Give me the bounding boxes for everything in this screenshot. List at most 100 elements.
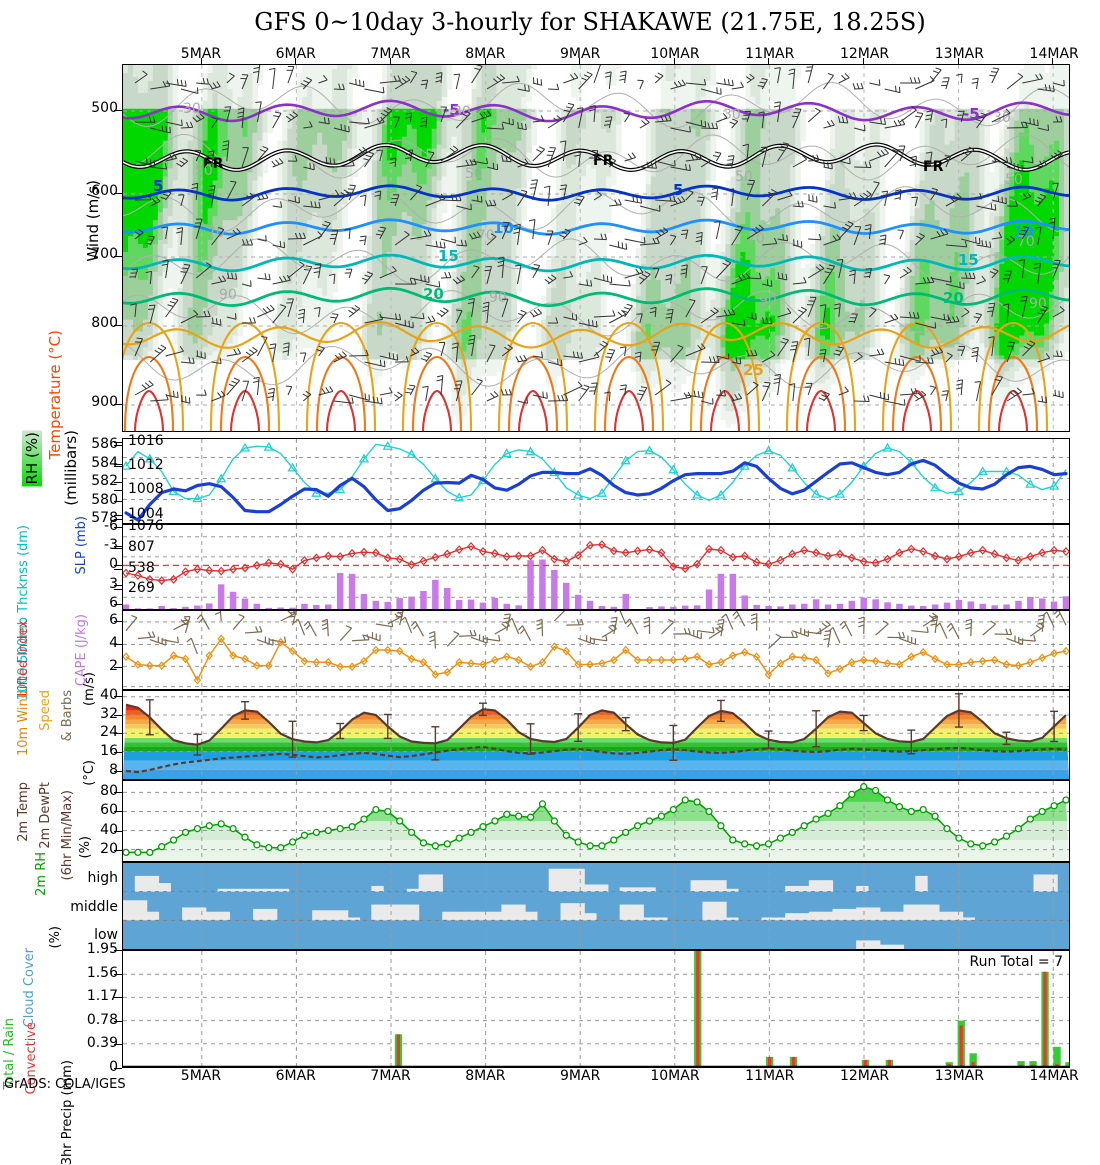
ytick-3: 3 bbox=[64, 576, 118, 592]
ytick-32: 32 bbox=[64, 706, 118, 722]
ytick-40: 40 bbox=[64, 687, 118, 703]
ytick-mark bbox=[114, 589, 122, 590]
grads-credit: GrADS: COLA/IGES bbox=[4, 1077, 126, 1092]
wind10m-label: 10m Wind bbox=[16, 690, 31, 756]
ytick--6: -6 bbox=[64, 518, 118, 534]
ytick-584: 584 bbox=[64, 455, 118, 471]
ytick-mark bbox=[114, 792, 122, 793]
ytick-6: 6 bbox=[64, 612, 118, 628]
upper-air-plot: FRFRFR-5-5551010151520202525303030305050… bbox=[123, 65, 1069, 431]
ytick-mark bbox=[114, 110, 122, 111]
temp2m-label: 2m Temp bbox=[16, 782, 31, 842]
ytick-mark bbox=[114, 490, 122, 491]
ytick-1.56: 1.56 bbox=[64, 965, 118, 981]
ytick-mark bbox=[114, 850, 122, 851]
ytick-mark bbox=[114, 997, 122, 998]
ytick-4: 4 bbox=[64, 635, 118, 651]
ytick-mark bbox=[114, 604, 122, 605]
cloud-cover-panel[interactable] bbox=[122, 862, 1070, 950]
cloud-cover-plot bbox=[123, 863, 1069, 949]
li-label: Lifted Index bbox=[16, 620, 31, 696]
ytick-mark bbox=[114, 696, 122, 697]
ytick-mark bbox=[114, 445, 122, 446]
date-label-6mar: 6MAR bbox=[256, 1068, 336, 1084]
ytick-16: 16 bbox=[64, 743, 118, 759]
temp-dewpt-2m-panel[interactable] bbox=[122, 690, 1070, 780]
date-label-5mar: 5MAR bbox=[161, 1068, 241, 1084]
ytick-1008: 1008 bbox=[128, 481, 164, 497]
pressure-tick-700: 700 bbox=[64, 246, 118, 262]
cloud-row-high: high bbox=[50, 870, 118, 886]
ytick-2: 2 bbox=[64, 658, 118, 674]
ytick-mark bbox=[114, 831, 122, 832]
ytick-24: 24 bbox=[64, 724, 118, 740]
ytick-269: 269 bbox=[128, 580, 155, 596]
ytick-mark bbox=[114, 193, 122, 194]
ytick-mark bbox=[114, 974, 122, 975]
date-label-8mar: 8MAR bbox=[445, 1068, 525, 1084]
ytick-mark bbox=[114, 546, 122, 547]
ytick-mark bbox=[114, 1021, 122, 1022]
legend-temperature: Temperature (°C) bbox=[46, 330, 64, 459]
run-total-label: Run Total = 7 bbox=[969, 954, 1063, 970]
ytick-mark bbox=[114, 482, 122, 483]
ytick-mark bbox=[114, 811, 122, 812]
ytick-mark bbox=[114, 527, 122, 528]
slp-thickness-panel[interactable] bbox=[122, 438, 1070, 524]
date-label-13mar: 13MAR bbox=[919, 1068, 999, 1084]
cloud-label: Cloud Cover bbox=[22, 948, 37, 1027]
temp-dewpt-plot bbox=[123, 691, 1069, 779]
ytick-807: 807 bbox=[128, 539, 155, 555]
ytick-mark bbox=[114, 644, 122, 645]
ytick-20: 20 bbox=[64, 841, 118, 857]
ytick-1016: 1016 bbox=[128, 433, 164, 449]
rh-2m-panel[interactable] bbox=[122, 780, 1070, 862]
ytick-0.78: 0.78 bbox=[64, 1012, 118, 1028]
cloud-row-middle: middle bbox=[50, 899, 118, 915]
legend-rh: RH (%) bbox=[22, 430, 42, 486]
ytick-0: 0 bbox=[64, 556, 118, 572]
ytick-6: 6 bbox=[64, 595, 118, 611]
ytick-mark bbox=[114, 621, 122, 622]
top-tick-marks bbox=[122, 48, 1070, 64]
dewpt2m-label: 2m DewPt bbox=[38, 782, 53, 849]
wind10m-speed-label: Speed bbox=[38, 690, 53, 731]
li-cape-panel[interactable] bbox=[122, 524, 1070, 610]
ytick-mark bbox=[114, 464, 122, 465]
wind-10m-panel[interactable] bbox=[122, 610, 1070, 690]
wind-10m-plot bbox=[123, 611, 1069, 689]
ytick-0.39: 0.39 bbox=[64, 1035, 118, 1051]
slp-thickness-plot bbox=[123, 439, 1069, 523]
pressure-tick-600: 600 bbox=[64, 183, 118, 199]
precip-plot bbox=[123, 951, 1069, 1067]
precip-panel[interactable]: Run Total = 7 bbox=[122, 950, 1070, 1068]
date-label-10mar: 10MAR bbox=[635, 1068, 715, 1084]
ytick-mark bbox=[114, 501, 122, 502]
ytick-mark bbox=[114, 325, 122, 326]
upper-air-panel[interactable]: FRFRFR-5-5551010151520202525303030305050… bbox=[122, 64, 1070, 432]
ytick--3: -3 bbox=[64, 537, 118, 553]
ytick-538: 538 bbox=[128, 560, 155, 576]
ytick-mark bbox=[114, 733, 122, 734]
ytick-mark bbox=[114, 771, 122, 772]
ytick-586: 586 bbox=[64, 436, 118, 452]
ytick-1076: 1076 bbox=[128, 518, 164, 534]
ytick-mark bbox=[114, 1044, 122, 1045]
ytick-8: 8 bbox=[64, 762, 118, 778]
ytick-mark bbox=[114, 256, 122, 257]
ytick-40: 40 bbox=[64, 822, 118, 838]
ytick-mark bbox=[114, 752, 122, 753]
ytick-1.17: 1.17 bbox=[64, 988, 118, 1004]
pressure-tick-900: 900 bbox=[64, 394, 118, 410]
ytick-mark bbox=[114, 1068, 122, 1069]
date-label-14mar: 14MAR bbox=[1014, 1068, 1094, 1084]
pressure-tick-800: 800 bbox=[64, 315, 118, 331]
ytick-80: 80 bbox=[64, 783, 118, 799]
ytick-mark bbox=[114, 466, 122, 467]
date-label-11mar: 11MAR bbox=[730, 1068, 810, 1084]
li-cape-plot bbox=[123, 525, 1069, 609]
ytick-mark bbox=[114, 565, 122, 566]
ytick-mark bbox=[114, 404, 122, 405]
rh2m-label: 2m RH bbox=[34, 852, 49, 896]
precip-unit: 3hr Precip (mm) bbox=[60, 1060, 75, 1165]
